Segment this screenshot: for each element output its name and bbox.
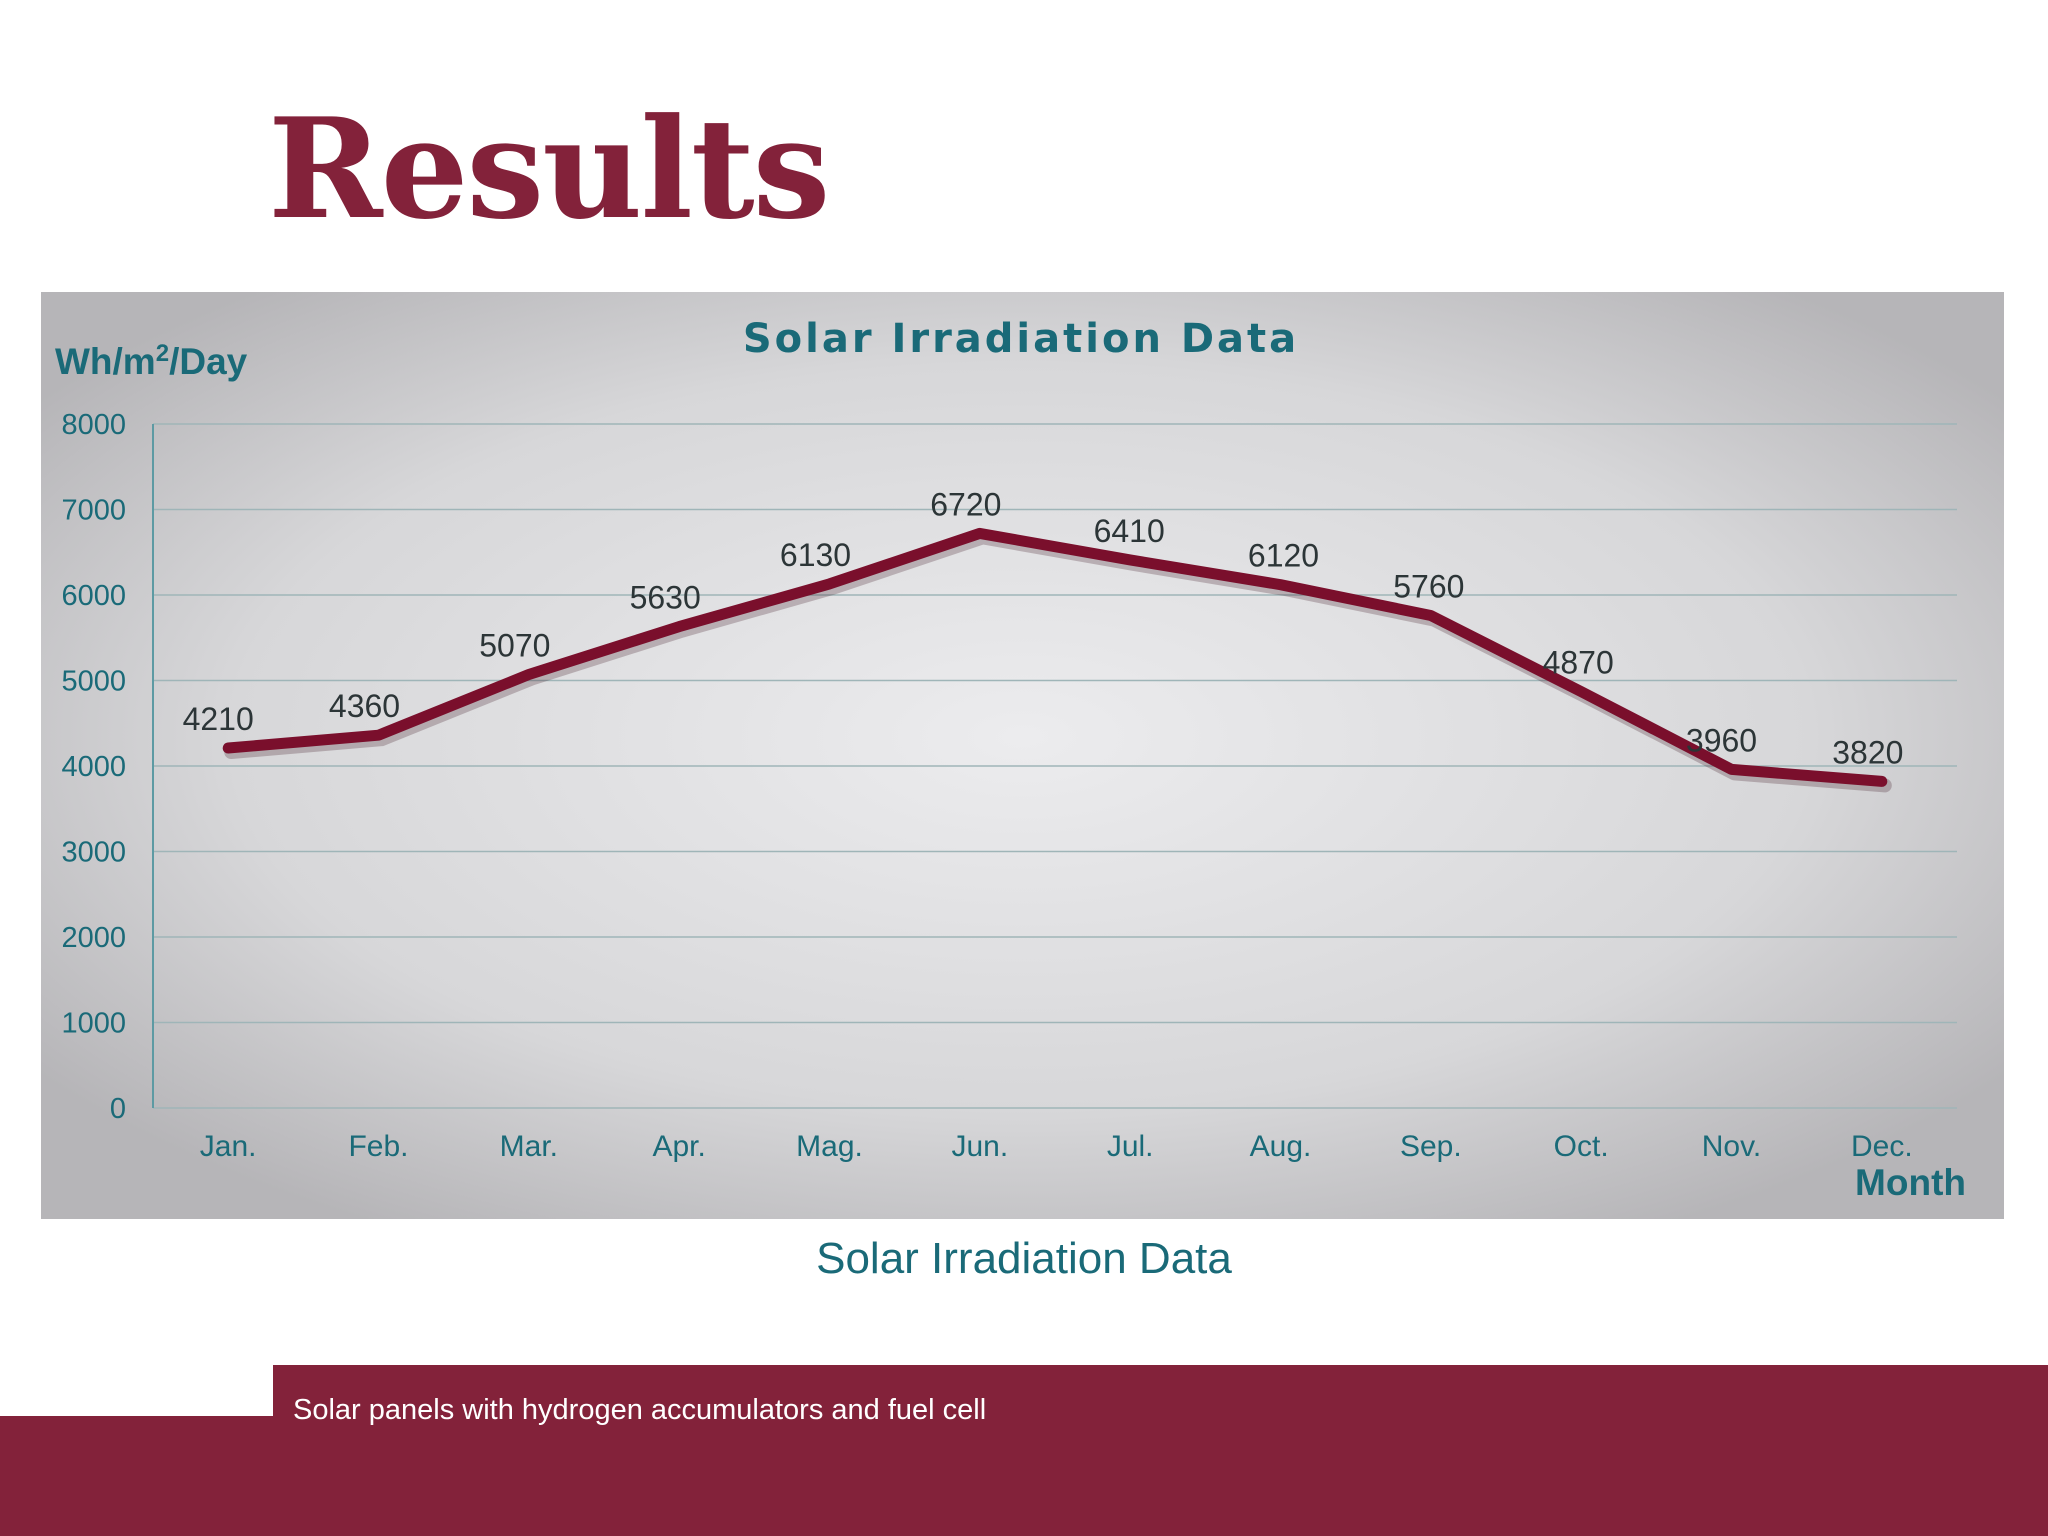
series-line xyxy=(222,527,1888,787)
data-label: 4210 xyxy=(183,701,254,737)
data-label: 3960 xyxy=(1686,722,1757,758)
x-tick-label: Nov. xyxy=(1702,1130,1761,1163)
y-tick-label: 0 xyxy=(110,1093,126,1125)
data-label: 6120 xyxy=(1248,538,1319,574)
y-tick-label: 6000 xyxy=(61,580,126,612)
x-tick-label: Sep. xyxy=(1400,1130,1462,1163)
data-label: 4870 xyxy=(1543,645,1614,681)
y-tick-label: 4000 xyxy=(61,751,126,783)
y-tick-label: 5000 xyxy=(61,666,126,698)
chart-background xyxy=(41,292,2004,1219)
data-label: 6720 xyxy=(930,486,1001,522)
data-label: 4360 xyxy=(329,688,400,724)
x-axis-label: Month xyxy=(1855,1162,1966,1203)
x-tick-label: Jan. xyxy=(200,1130,257,1163)
slide-title: Results xyxy=(268,87,830,250)
chart-caption: Solar Irradiation Data xyxy=(816,1234,1232,1283)
chart-panel: 0 1000 2000 3000 4000 5000 6000 7000 8000 Jan. Feb… xyxy=(41,292,2004,1219)
footer-box: Solar panels with hydrogen accumulators … xyxy=(273,1365,2048,1536)
y-tick-label: 7000 xyxy=(61,495,126,527)
y-tick-label: 1000 xyxy=(61,1008,126,1040)
x-tick-label: Dec. xyxy=(1851,1130,1913,1163)
x-tick-label: Mar. xyxy=(500,1130,558,1163)
y-tick-label: 2000 xyxy=(61,922,126,954)
x-tick-label: Mag. xyxy=(796,1130,863,1163)
irradiation-line-chart: 0 1000 2000 3000 4000 5000 6000 7000 8000 Jan. Feb… xyxy=(41,292,2004,1219)
x-tick-label: Jul. xyxy=(1107,1130,1154,1163)
x-tick-label: Oct. xyxy=(1554,1130,1609,1163)
data-label: 6130 xyxy=(780,537,851,573)
y-tick-label: 8000 xyxy=(61,409,126,441)
y-axis-label: Wh/m2/Day xyxy=(55,340,248,382)
data-label: 5070 xyxy=(479,628,550,664)
footer-text: Solar panels with hydrogen accumulators … xyxy=(293,1394,987,1426)
chart-title: Solar Irradiation Data xyxy=(743,316,1299,362)
x-tick-label: Jun. xyxy=(951,1130,1008,1163)
y-tick-label: 3000 xyxy=(61,837,126,869)
data-label: 6410 xyxy=(1094,513,1165,549)
x-tick-label: Aug. xyxy=(1250,1130,1312,1163)
data-label: 3820 xyxy=(1832,734,1903,770)
x-tick-label: Apr. xyxy=(652,1130,705,1163)
x-tick-label: Feb. xyxy=(348,1130,408,1163)
data-label: 5630 xyxy=(630,580,701,616)
data-label: 5760 xyxy=(1393,569,1464,605)
